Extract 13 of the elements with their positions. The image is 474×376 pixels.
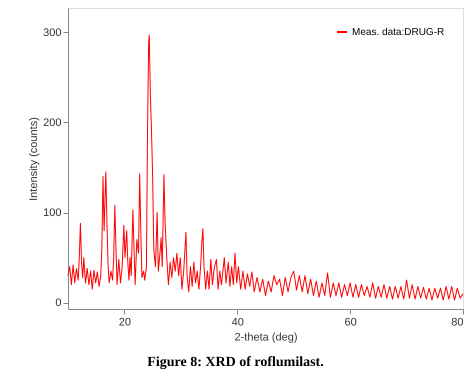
y-axis-title: Intensity (counts) — [28, 117, 40, 201]
caption: Figure 8: XRD of roflumilast. — [147, 355, 324, 370]
y-tick-label: 0 — [55, 297, 62, 310]
y-tick-label: 200 — [43, 116, 62, 129]
y-tick-label: 100 — [43, 207, 62, 220]
x-tick-label: 80 — [451, 316, 464, 328]
x-tick-label: 20 — [118, 316, 132, 328]
x-axis-title: 2-theta (deg) — [234, 332, 298, 344]
x-tick-label: 40 — [232, 316, 244, 328]
line-series — [68, 34, 464, 300]
y-tick-label: 300 — [43, 26, 62, 39]
x-tick-label: 60 — [344, 316, 357, 328]
legend-label: Meas. data:DRUG-R — [352, 27, 444, 38]
